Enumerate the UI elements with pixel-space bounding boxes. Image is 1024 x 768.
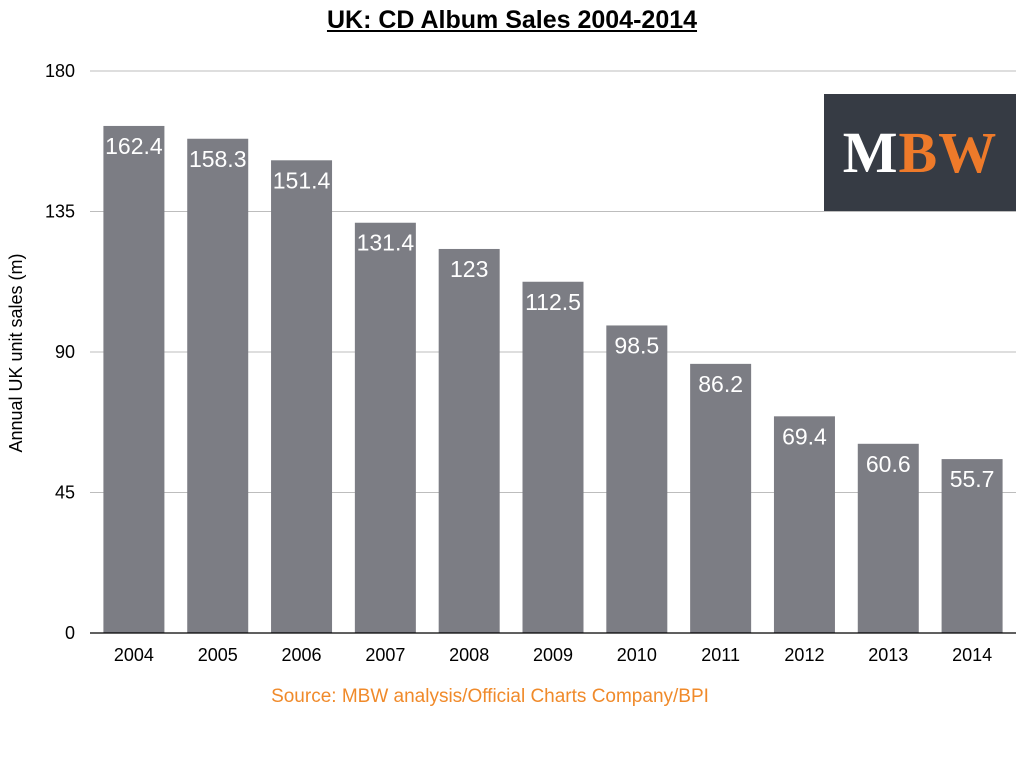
y-axis-label: Annual UK unit sales (m) [6,253,26,452]
y-tick-label: 0 [65,623,75,643]
x-tick-label: 2004 [114,645,154,665]
bar-value-label: 55.7 [950,466,995,492]
bar-2014 [941,459,1003,633]
source-note: Source: MBW analysis/Official Charts Com… [271,686,709,707]
x-tick-label: 2010 [617,645,657,665]
x-tick-label: 2013 [868,645,908,665]
bar-value-label: 86.2 [698,371,743,397]
bar-value-label: 162.4 [105,133,163,159]
x-tick-label: 2014 [952,645,992,665]
bar-value-label: 131.4 [357,230,415,256]
x-tick-label: 2011 [701,645,740,665]
bar-2009 [522,281,584,633]
y-tick-label: 90 [55,342,75,362]
bar-value-label: 123 [450,256,488,282]
axes: 0 45 90 135 180 2004 2005 2006 2007 2008 2009 2010 2… [45,61,1016,665]
x-tick-label: 2009 [533,645,573,665]
bar-2007 [354,222,416,634]
bar-value-label: 60.6 [866,451,911,477]
y-tick-label: 180 [45,61,75,81]
logo-letter-m: M [842,120,899,185]
bar-value-label: 151.4 [273,167,331,193]
logo-letters-bw: BW [898,120,998,185]
bar-2005 [187,138,249,633]
bar-value-label: 98.5 [614,332,659,358]
bar-value-label: 158.3 [189,146,247,172]
x-tick-label: 2008 [449,645,489,665]
bar-2010 [606,325,668,633]
bar-value-label: 69.4 [782,423,827,449]
bar-2006 [271,160,333,633]
y-tick-label: 135 [45,202,75,222]
bar-2011 [690,363,752,633]
y-tick-label: 45 [55,483,75,503]
bar-2012 [773,416,835,633]
x-tick-label: 2006 [282,645,322,665]
x-tick-label: 2005 [198,645,238,665]
chart-title: UK: CD Album Sales 2004-2014 [326,6,698,34]
bar-2004 [103,125,165,633]
bar-2008 [438,248,500,633]
x-tick-label: 2012 [784,645,824,665]
bar-value-label: 112.5 [525,289,581,315]
mbw-logo: M BW [824,94,1016,211]
bars: 162.4 158.3 151.4 131.4 123 112.5 98.5 86.2 69.4… [103,125,1003,634]
x-tick-label: 2007 [365,645,405,665]
bar-2013 [857,443,919,633]
